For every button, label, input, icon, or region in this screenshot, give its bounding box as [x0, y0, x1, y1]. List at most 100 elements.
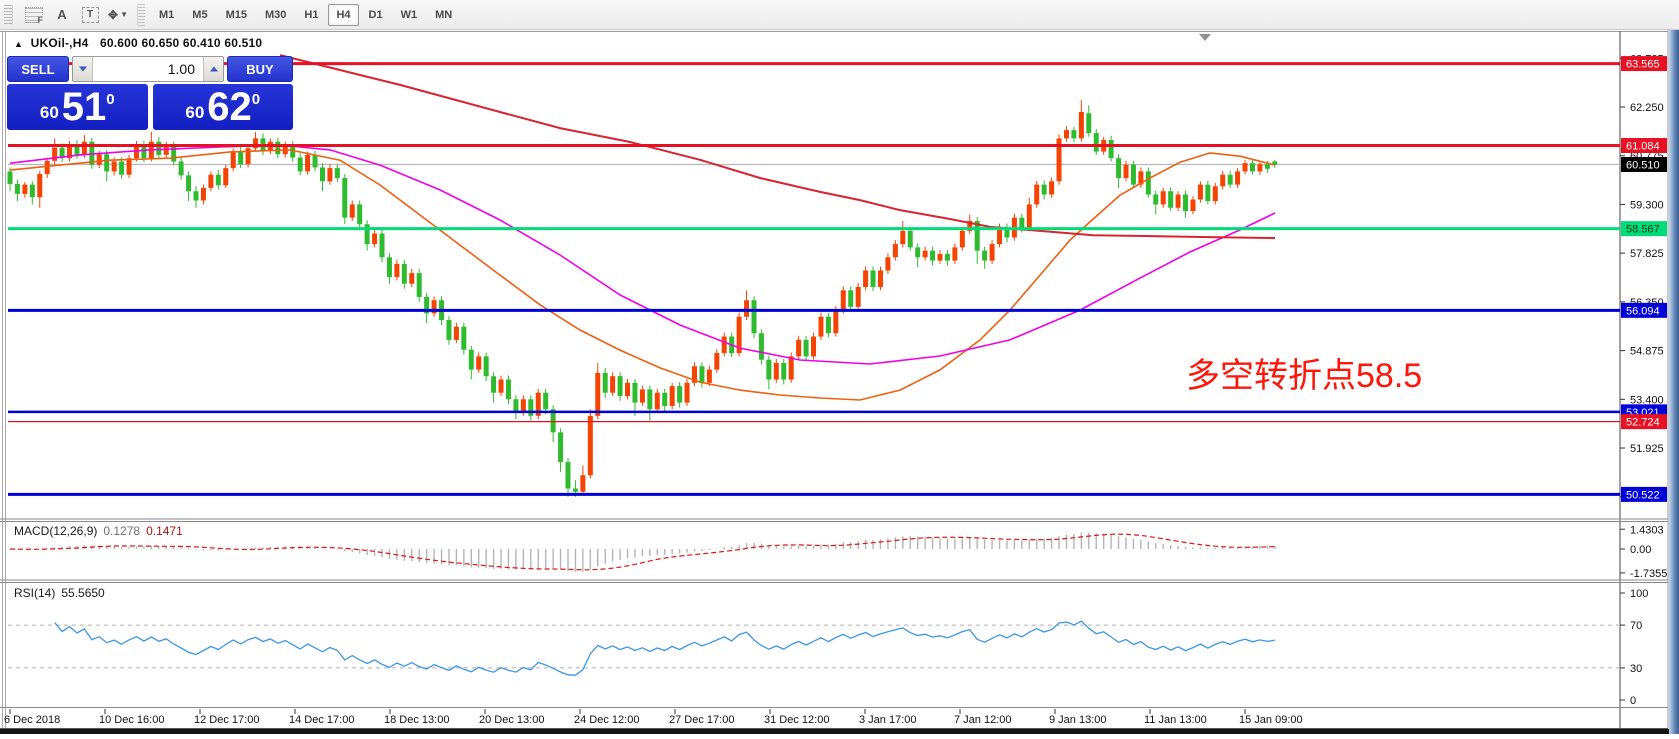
buy-price-tile[interactable]: 60 62 0: [152, 84, 293, 130]
candle-bear: [319, 167, 325, 182]
timeframe-button-d1[interactable]: D1: [361, 4, 391, 26]
candle-bull: [520, 399, 526, 413]
cursor-mode-icon[interactable]: ✥ ▼: [108, 7, 128, 22]
candle-bull: [498, 379, 504, 393]
candle-bear: [758, 333, 764, 360]
buy-button[interactable]: BUY: [227, 56, 293, 82]
candle-bull: [773, 362, 779, 380]
candle-bull: [1034, 184, 1040, 205]
candle-bear: [468, 349, 474, 370]
candle-bear: [29, 184, 35, 198]
timeframe-button-m5[interactable]: M5: [184, 4, 215, 26]
candle-bear: [1130, 164, 1136, 185]
rsi-axis-label: 100: [1630, 588, 1648, 600]
candle-bear: [528, 399, 534, 416]
candle-bull: [1212, 186, 1218, 202]
timeframe-button-m30[interactable]: M30: [257, 4, 294, 26]
slow-ma-line[interactable]: [279, 54, 1276, 240]
collapse-triangle-icon[interactable]: ▲: [14, 39, 24, 49]
price-label-box: [1621, 302, 1667, 318]
candle-bear: [141, 144, 147, 159]
candle-bear: [803, 339, 809, 357]
candle-bear: [171, 145, 177, 162]
candle-bear: [572, 488, 578, 492]
sell-button[interactable]: SELL: [7, 56, 69, 82]
time-tick-label: 7 Jan 12:00: [954, 714, 1012, 726]
candle-bull: [877, 270, 883, 288]
text-box-icon[interactable]: T: [77, 3, 103, 27]
timeframe-button-h1[interactable]: H1: [296, 4, 326, 26]
candle-bear: [215, 174, 221, 186]
candle-bull: [1056, 138, 1062, 182]
candle-bull: [952, 247, 958, 261]
candle-bull: [937, 253, 943, 261]
price-label-text: 50.522: [1626, 489, 1660, 501]
volume-input[interactable]: 1.00: [93, 57, 203, 81]
price-label-box: [1621, 414, 1667, 430]
candle-bear: [446, 320, 452, 340]
candle-bear: [677, 386, 683, 403]
indicator-window-icon[interactable]: F: [21, 3, 47, 27]
candle-bull: [37, 174, 43, 198]
candle-bull: [535, 392, 541, 416]
timeframe-button-m1[interactable]: M1: [151, 4, 182, 26]
macd-label: MACD(12,26,9) 0.1278 0.1471: [14, 524, 183, 538]
price-tick-label: 51.925: [1630, 443, 1664, 455]
candle-bear: [766, 359, 772, 380]
buy-price-sup: 0: [251, 90, 261, 108]
time-tick-label: 15 Jan 09:00: [1239, 714, 1303, 726]
candle-bull: [67, 144, 73, 159]
candle-bear: [89, 141, 95, 165]
timeframe-button-mn[interactable]: MN: [427, 4, 460, 26]
candle-bull: [1190, 199, 1196, 212]
candle-bear: [379, 233, 385, 258]
macd-value: 0.1278: [103, 524, 141, 538]
price-label-text: 52.724: [1626, 417, 1660, 429]
candle-bull: [253, 138, 259, 149]
candle-bull: [1235, 171, 1241, 185]
candle-bull: [1078, 111, 1084, 139]
candle-bear: [558, 432, 564, 463]
time-tick-label: 12 Dec 17:00: [194, 714, 259, 726]
sell-price-tile[interactable]: 60 51 0: [7, 84, 148, 130]
toolbar-grip[interactable]: [4, 4, 13, 25]
rsi-axis-label: 30: [1630, 663, 1642, 675]
volume-decrease-button[interactable]: [73, 57, 93, 81]
candle-bear: [647, 389, 653, 410]
chart-shift-marker-icon[interactable]: [1199, 34, 1211, 41]
candle-bear: [915, 247, 921, 258]
candle-bear: [1183, 194, 1189, 212]
candle-bear: [334, 168, 340, 179]
candle-bull: [959, 230, 965, 248]
timeframe-button-m15[interactable]: M15: [218, 4, 255, 26]
candle-bear: [505, 379, 511, 400]
candle-bull: [691, 366, 697, 383]
candle-bear: [186, 175, 192, 192]
candle-bull: [706, 369, 712, 383]
fast-ma-line[interactable]: [9, 149, 1276, 401]
candle-bear: [1168, 191, 1174, 208]
candle-bull: [580, 475, 586, 492]
candle-bull: [967, 220, 973, 231]
candle-bull: [811, 336, 817, 357]
volume-stepper: 1.00: [72, 56, 224, 82]
price-label-text: 56.094: [1626, 305, 1660, 317]
candle-bull: [639, 389, 645, 403]
timeframe-button-w1[interactable]: W1: [393, 4, 426, 26]
dropdown-caret-icon[interactable]: ▼: [120, 10, 128, 19]
bottom-bar: [0, 729, 1669, 734]
candle-bull: [892, 244, 898, 258]
text-label-icon[interactable]: A: [57, 7, 67, 22]
sell-price-main: 51: [61, 85, 107, 129]
sell-price-sup: 0: [106, 90, 115, 108]
medium-ma-line[interactable]: [9, 144, 1276, 365]
price-tick-label: 59.300: [1630, 199, 1664, 211]
timeframe-button-h4[interactable]: H4: [328, 3, 359, 26]
price-label-text: 63.565: [1626, 59, 1660, 71]
volume-increase-button[interactable]: [203, 57, 223, 81]
macd-name: MACD(12,26,9): [14, 524, 98, 538]
candle-bull: [684, 382, 690, 403]
candlestick-series: [7, 100, 1278, 497]
candle-bear: [944, 253, 950, 261]
price-label-box: [1621, 56, 1667, 72]
